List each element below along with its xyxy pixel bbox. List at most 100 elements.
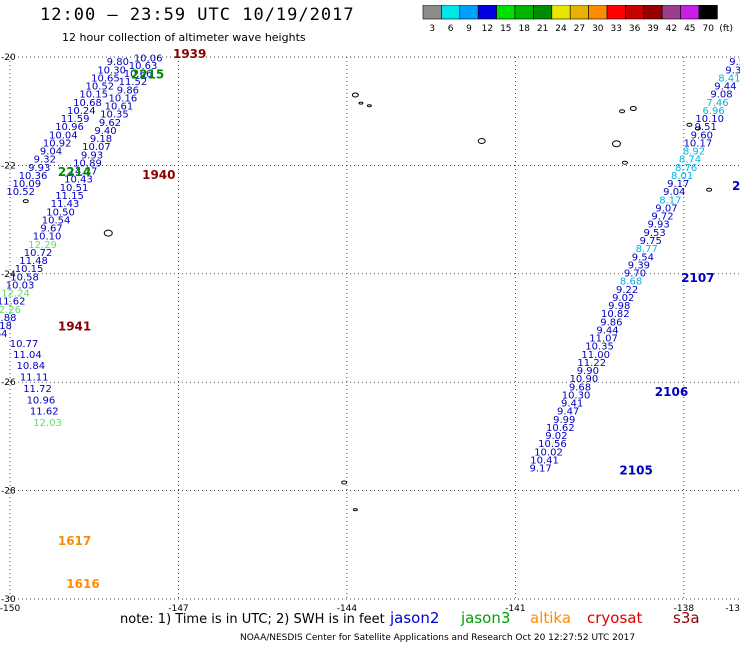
pass-time-label: 1941 [58, 320, 91, 334]
wave-height-value: 11.04 [13, 350, 42, 361]
wave-height-value: 11.43 [51, 199, 80, 210]
wave-height-value: 14.27 [69, 167, 98, 178]
wave-height-value: 11.15 [55, 191, 84, 202]
wave-height-value: 8.01 [671, 171, 693, 182]
wave-height-value: 9.04 [663, 187, 685, 198]
lon-tick-label: -147 [168, 604, 188, 614]
wave-height-value: 9.04 [40, 147, 62, 158]
wave-height-value: 8.41 [718, 73, 740, 84]
island-outline [619, 109, 626, 114]
satellite-label-cryosat: cryosat [587, 609, 643, 627]
legend-swatch-70 [698, 5, 718, 20]
island-outline [366, 104, 372, 108]
wave-height-value: 10.61 [105, 102, 134, 113]
wave-height-value: 10.06 [134, 53, 163, 64]
wave-height-value: 10.82 [601, 309, 630, 320]
wave-height-value: 9.44 [596, 325, 618, 336]
wave-height-value: 9.40 [94, 126, 116, 137]
wave-height-value: 10.96 [55, 122, 84, 133]
wave-height-value: 8.17 [659, 195, 681, 206]
lat-tick-label: -22 [1, 161, 16, 171]
satellite-label-s3a: s3a [673, 609, 700, 627]
wave-height-value: 9.93 [28, 163, 50, 174]
wave-height-value: 11.07 [589, 334, 618, 345]
wave-height-value: 9.54 [632, 252, 654, 263]
wave-height-value: 10.50 [46, 207, 75, 218]
legend-label-6: 6 [448, 24, 454, 34]
wave-height-value: 8.68 [620, 277, 642, 288]
wave-height-value: 9.93 [81, 150, 103, 161]
legend-label-12: 12 [482, 24, 493, 34]
pass-time-label: 1939 [173, 47, 206, 61]
legend-label-24: 24 [555, 24, 567, 34]
wave-height-value: 11.88 [0, 313, 16, 324]
wave-height-value: 11.72 [23, 384, 52, 395]
wave-height-value: 9.17 [530, 464, 552, 475]
wave-height-value: 11.00 [581, 350, 610, 361]
wave-height-value: 12.24 [1, 289, 30, 300]
wave-height-value: 10.02 [534, 447, 563, 458]
wave-height-value: 9.72 [651, 212, 673, 223]
color-scale-legend: 3 6 9 12 15 18 21 24 27 30 33 36 39 42 45 70 (ft) [422, 5, 733, 34]
island-outline [103, 229, 113, 237]
pass-time-label: 2105 [619, 463, 652, 477]
island-outline [477, 138, 486, 145]
island-outline [686, 122, 693, 127]
lon-tick-label: -141 [505, 604, 525, 614]
wave-height-value: 9.02 [545, 431, 567, 442]
pass-time-label: 2215 [131, 68, 164, 82]
wave-height-value: 9.02 [612, 293, 634, 304]
wave-height-value: 10.51 [60, 183, 89, 194]
lon-tick-label: -138 [674, 604, 695, 614]
wave-height-value: 10.62 [546, 423, 575, 434]
island-outline [352, 508, 358, 512]
wave-height-value: 10.84 [16, 361, 45, 372]
wave-height-value: 11.22 [577, 358, 606, 369]
legend-label-36: 36 [629, 24, 641, 34]
lat-tick-label: -26 [1, 378, 16, 388]
wave-height-value: 10.35 [585, 342, 614, 353]
island-outline [341, 480, 348, 485]
wave-height-value: 9.68 [569, 382, 591, 393]
wave-height-value: 10.07 [82, 142, 111, 153]
wave-height-value: 8.77 [636, 244, 658, 255]
wave-height-value: 8.92 [683, 147, 705, 158]
wave-height-value: 10.30 [97, 65, 126, 76]
wave-height-value: 10.09 [13, 179, 42, 190]
wave-height-value: 10.65 [91, 73, 120, 84]
wave-height-value: 10.77 [10, 339, 39, 350]
legend-label-21: 21 [537, 24, 548, 34]
wave-height-value: 11.11 [20, 373, 49, 384]
wave-height-value: 9.90 [577, 366, 599, 377]
wave-height-value: 11.18 [0, 321, 12, 332]
wave-height-value: 8.76 [675, 163, 697, 174]
satellite-label-jason2: jason2 [390, 609, 440, 627]
legend-label-70: 70 [702, 24, 714, 34]
wave-height-value: 9.62 [99, 118, 121, 129]
wave-height-value: 12.29 [28, 240, 57, 251]
wave-height-value: 9.99 [553, 415, 575, 426]
wave-height-value: 9.47 [557, 407, 579, 418]
wave-height-value: 10.54 [42, 215, 71, 226]
wave-height-value: 8.74 [679, 155, 701, 166]
wave-height-value: 10.72 [24, 248, 53, 259]
wave-height-value: 10.17 [684, 138, 713, 149]
island-outline [358, 101, 364, 105]
legend-label-45: 45 [684, 24, 695, 34]
wave-height-value: 10.92 [43, 138, 72, 149]
wave-height-value: 9.80 [107, 57, 129, 68]
wave-height-value: 11.64 [0, 329, 7, 340]
wave-height-value: 10.89 [73, 158, 102, 169]
wave-height-value: 9.86 [600, 317, 622, 328]
wave-height-value: 10.16 [109, 93, 138, 104]
legend-label-18: 18 [518, 24, 530, 34]
wave-height-value: 9.5 [729, 57, 740, 68]
legend-label-9: 9 [466, 24, 472, 34]
wave-height-value: 9.86 [117, 85, 139, 96]
wave-height-value: 10.63 [129, 61, 158, 72]
wave-height-value: 11.52 [119, 77, 148, 88]
island-outline [611, 140, 621, 148]
wave-height-value: 9.41 [561, 399, 583, 410]
wave-height-value: 6.96 [702, 106, 724, 117]
wave-height-value: 10.36 [19, 171, 48, 182]
